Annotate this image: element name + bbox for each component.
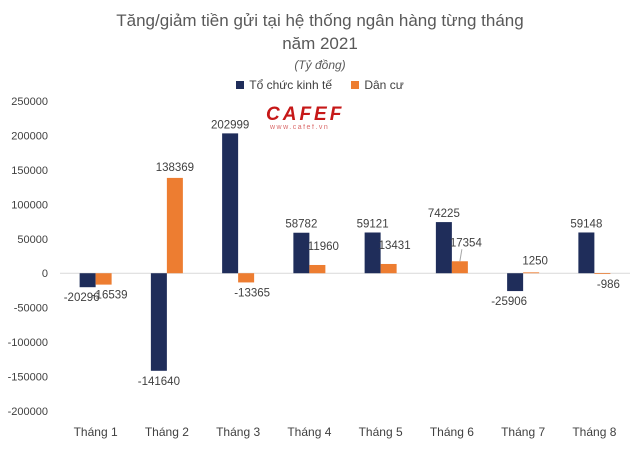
data-label: 74225 [428,208,460,220]
x-tick-label: Tháng 8 [572,425,616,439]
bar-to-chuc-kinh-te [222,133,239,274]
y-tick-label: 50000 [17,234,48,246]
x-tick-label: Tháng 4 [287,425,331,439]
data-label: -20296 [64,292,100,304]
x-tick-label: Tháng 6 [430,425,474,439]
y-tick-label: 200000 [11,130,48,142]
bar-to-chuc-kinh-te [150,273,167,371]
data-label: 202999 [211,119,249,131]
data-label: 11960 [308,241,339,253]
y-tick-label: -200000 [8,406,48,418]
bar-to-chuc-kinh-te [578,232,595,274]
x-tick-label: Tháng 3 [216,425,260,439]
bar-dan-cu [380,263,397,274]
data-label: -16539 [92,290,128,302]
legend-swatch-series-2 [351,81,360,89]
data-label: 59148 [570,218,602,230]
bar-dan-cu [95,273,112,285]
data-label: 1250 [522,255,548,267]
bar-dan-cu [451,261,468,274]
watermark-text: CAFEF [266,104,344,125]
legend-item-series-2: Dân cư [351,78,404,92]
data-label: -986 [597,279,620,291]
bar-dan-cu [594,273,611,275]
y-tick-label: -100000 [8,337,48,349]
x-tick-label: Tháng 1 [74,425,118,439]
bar-dan-cu [523,272,540,274]
data-label: 59121 [357,218,389,230]
x-tick-label: Tháng 2 [145,425,189,439]
watermark-subtext: www.cafef.vn [269,124,329,131]
bar-to-chuc-kinh-te [293,232,310,274]
leader-line [459,249,463,262]
bar-to-chuc-kinh-te [507,273,524,292]
y-tick-label: 0 [42,268,48,280]
y-axis: 250000 200000 150000 100000 50000 0 -50000 -100… [8,96,48,418]
bar-to-chuc-kinh-te [79,273,96,288]
chart-subtitle: (Tỷ đồng) [294,58,346,72]
legend-label-series-2: Dân cư [364,78,404,92]
bar-dan-cu [166,177,183,274]
data-label: 138369 [156,162,194,174]
chart-legend: Tổ chức kinh tế Dân cư [0,78,640,92]
x-tick-label: Tháng 7 [501,425,545,439]
y-tick-label: -50000 [14,303,48,315]
data-label: 17354 [450,237,483,249]
bar-to-chuc-kinh-te [364,232,381,274]
data-labels: -20296-16539 -141640 138369 202999 -13365 587… [64,119,620,387]
bar-dan-cu [309,264,326,274]
legend-label-series-1: Tổ chức kinh tế [249,78,332,92]
chart-title-line-2: năm 2021 [282,34,358,53]
data-label: -13365 [234,287,270,299]
bar-to-chuc-kinh-te [435,222,452,274]
y-tick-label: 150000 [11,165,48,177]
cafef-watermark-logo: CAFEF www.cafef.vn [266,104,344,131]
y-tick-label: 250000 [11,96,48,108]
leader-lines [459,249,463,262]
y-tick-label: 100000 [11,199,48,211]
bars-group [79,133,611,371]
y-tick-label: -150000 [8,372,48,384]
chart-title-line-1: Tăng/giảm tiền gửi tại hệ thống ngân hàn… [116,11,524,30]
bar-dan-cu [238,273,255,283]
legend-item-series-1: Tổ chức kinh tế [236,78,332,92]
legend-swatch-series-1 [236,81,245,89]
x-axis: Tháng 1 Tháng 2 Tháng 3 Tháng 4 Tháng 5 Tháng… [74,425,617,439]
data-label: -141640 [138,376,180,388]
data-label: 13431 [379,240,411,252]
x-tick-label: Tháng 5 [359,425,403,439]
data-label: -25906 [491,296,527,308]
data-label: 58782 [285,219,317,231]
